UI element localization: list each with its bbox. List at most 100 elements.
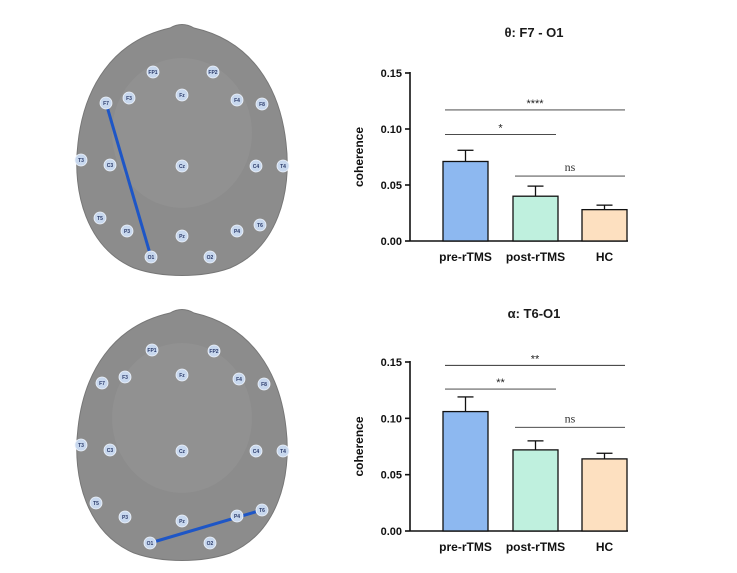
electrode-label: T4 bbox=[280, 449, 286, 455]
electrode-cz: Cz bbox=[175, 444, 189, 458]
electrode-label: T6 bbox=[257, 223, 263, 229]
electrode-p3: P3 bbox=[120, 224, 134, 238]
electrode-o1: O1 bbox=[143, 536, 157, 550]
error-bar-hc bbox=[596, 204, 613, 210]
electrode-t4: T4 bbox=[276, 159, 290, 173]
error-bar-hc bbox=[596, 452, 613, 459]
electrode-p4: P4 bbox=[230, 509, 244, 523]
electrode-label: P4 bbox=[234, 514, 240, 520]
chart-title: θ: F7 - O1 bbox=[504, 25, 563, 40]
electrode-label: FP2 bbox=[209, 349, 218, 355]
electrode-t6: T6 bbox=[253, 218, 267, 232]
error-bar-pre-rtms bbox=[457, 396, 474, 412]
y-axis-label: coherence bbox=[352, 127, 366, 187]
head-outline bbox=[76, 24, 288, 276]
electrode-f3: F3 bbox=[122, 91, 136, 105]
bar-pre-rtms bbox=[442, 160, 489, 242]
electrode-label: Pz bbox=[179, 519, 185, 525]
electrode-label: F7 bbox=[103, 101, 109, 107]
electrode-label: O2 bbox=[207, 255, 214, 261]
electrode-label: T5 bbox=[97, 216, 103, 222]
y-tick-label: 0.15 bbox=[381, 68, 402, 80]
category-label-hc: HC bbox=[596, 250, 614, 264]
bar-post-rtms bbox=[512, 195, 559, 242]
electrode-fz: Fz bbox=[175, 88, 189, 102]
electrode-t5: T5 bbox=[93, 211, 107, 225]
electrode-label: C4 bbox=[253, 164, 260, 170]
electrode-f7: F7 bbox=[99, 96, 113, 110]
electrode-f7: F7 bbox=[95, 376, 109, 390]
electrode-fp2: FP2 bbox=[207, 344, 221, 358]
electrode-t3: T3 bbox=[74, 153, 88, 167]
bar-hc bbox=[581, 458, 628, 532]
significance-marker: ns bbox=[515, 411, 625, 428]
category-label-hc: HC bbox=[596, 540, 614, 554]
electrode-c4: C4 bbox=[249, 159, 263, 173]
electrode-c4: C4 bbox=[249, 444, 263, 458]
electrode-label: Pz bbox=[179, 234, 185, 240]
electrode-f3: F3 bbox=[118, 370, 132, 384]
electrode-label: F3 bbox=[122, 375, 128, 381]
electrode-fp1: FP1 bbox=[146, 65, 160, 79]
electrode-label: O1 bbox=[147, 541, 154, 547]
electrode-label: T6 bbox=[259, 508, 265, 514]
head-outline bbox=[76, 309, 288, 561]
electrode-label: Cz bbox=[179, 449, 186, 455]
category-label-pre-rtms: pre-rTMS bbox=[439, 250, 492, 264]
y-tick-label: 0.10 bbox=[381, 413, 402, 425]
significance-label: **** bbox=[526, 98, 544, 110]
electrode-label: T3 bbox=[78, 443, 84, 449]
y-axis-label: coherence bbox=[352, 416, 366, 476]
category-label-pre-rtms: pre-rTMS bbox=[439, 540, 492, 554]
electrode-label: C3 bbox=[107, 163, 114, 169]
electrode-f8: F8 bbox=[257, 377, 271, 391]
error-bar-post-rtms bbox=[527, 440, 544, 450]
significance-label: ns bbox=[565, 160, 576, 174]
bar-hc bbox=[581, 208, 628, 242]
bar-chart-2: α: T6-O1 coherence 0.00 0.05 0.10 0.15 pre-rTM… bbox=[352, 306, 628, 554]
chart-title: α: T6-O1 bbox=[508, 306, 561, 321]
significance-label: ** bbox=[496, 377, 505, 389]
y-tick-label: 0.00 bbox=[381, 236, 402, 248]
electrode-f8: F8 bbox=[255, 97, 269, 111]
electrode-t3: T3 bbox=[74, 438, 88, 452]
electrode-o1: O1 bbox=[144, 250, 158, 264]
error-bar-post-rtms bbox=[527, 185, 544, 197]
electrode-f4: F4 bbox=[232, 372, 246, 386]
electrode-fp2: FP2 bbox=[206, 65, 220, 79]
significance-marker: ** bbox=[445, 377, 556, 390]
significance-marker: * bbox=[445, 123, 556, 136]
electrode-label: FP2 bbox=[208, 70, 217, 76]
electrode-label: Fz bbox=[179, 93, 185, 99]
electrode-t4: T4 bbox=[276, 444, 290, 458]
head-map-2: FP1 FP2 F7 F3 Fz F4 F8 T3 C3 Cz C4 T4 T5 P3 Pz P4 T6 O1 O2 bbox=[74, 309, 290, 561]
significance-marker: **** bbox=[445, 98, 625, 111]
electrode-label: O1 bbox=[148, 255, 155, 261]
head-shading bbox=[112, 58, 252, 208]
electrode-t5: T5 bbox=[89, 496, 103, 510]
electrode-label: F8 bbox=[259, 102, 265, 108]
electrode-c3: C3 bbox=[103, 443, 117, 457]
significance-marker: ns bbox=[515, 160, 625, 177]
connection-line-f7-o1 bbox=[104, 102, 153, 258]
electrode-pz: Pz bbox=[175, 229, 189, 243]
y-tick-label: 0.15 bbox=[381, 357, 402, 369]
bar-chart-1: θ: F7 - O1 coherence 0.00 0.05 0.10 0.15 pre-r… bbox=[352, 25, 628, 264]
electrode-c3: C3 bbox=[103, 158, 117, 172]
electrode-label: P3 bbox=[122, 515, 128, 521]
electrode-label: C4 bbox=[253, 449, 260, 455]
electrode-label: Cz bbox=[179, 164, 186, 170]
significance-label: * bbox=[498, 123, 503, 135]
y-tick-label: 0.00 bbox=[381, 526, 402, 538]
electrode-pz: Pz bbox=[175, 514, 189, 528]
electrode-label: FP1 bbox=[148, 70, 157, 76]
electrode-p4: P4 bbox=[230, 224, 244, 238]
head-map-1: FP1 FP2 F7 F3 Fz F4 F8 T3 C3 Cz C4 T4 T5 P3 Pz P4 T6 O1 O2 bbox=[74, 24, 290, 276]
category-label-post-rtms: post-rTMS bbox=[506, 540, 565, 554]
electrode-label: F8 bbox=[261, 382, 267, 388]
electrode-label: Fz bbox=[179, 373, 185, 379]
bar-post-rtms bbox=[512, 449, 559, 532]
electrode-label: C3 bbox=[107, 448, 114, 454]
head-maps: FP1 FP2 F7 F3 Fz F4 F8 T3 C3 Cz C4 T4 T5 P3 Pz P4 T6 O1 O2… bbox=[74, 24, 290, 561]
electrode-f4: F4 bbox=[230, 93, 244, 107]
